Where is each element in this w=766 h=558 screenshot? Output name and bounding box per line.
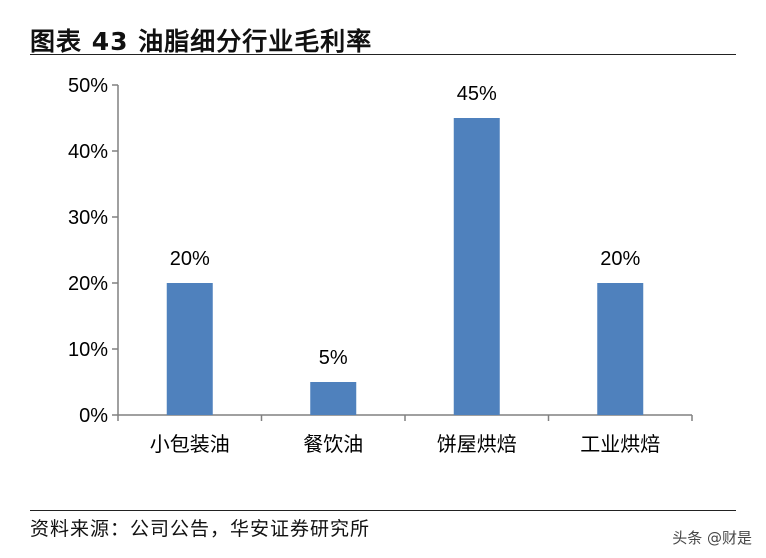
page-title: 图表 43 油脂细分行业毛利率 — [30, 27, 373, 56]
x-tick-label: 餐饮油 — [303, 432, 363, 456]
bar — [310, 382, 357, 415]
x-tick-label: 工业烘焙 — [580, 432, 660, 456]
y-tick-label: 20% — [68, 273, 108, 295]
source-note: 资料来源：公司公告，华安证券研究所 — [30, 518, 371, 540]
y-tick-label: 50% — [68, 75, 108, 97]
x-tick-label: 饼屋烘焙 — [437, 432, 517, 456]
bars — [166, 118, 644, 415]
y-tick-label: 40% — [68, 141, 108, 163]
y-tick-label: 10% — [68, 339, 108, 361]
bar-chart: 0% 10% 20% 30% 40% 50% 小包装油 餐饮油 饼屋烘焙 工业烘焙 20% 5% 4… — [68, 75, 693, 456]
data-labels: 20% 5% 45% 20% — [170, 83, 641, 369]
bar — [597, 283, 644, 415]
data-label: 5% — [319, 347, 348, 369]
footer-divider — [30, 510, 736, 511]
x-axis: 小包装油 餐饮油 饼屋烘焙 工业烘焙 — [117, 414, 693, 456]
y-tick-label: 30% — [68, 207, 108, 229]
data-label: 45% — [457, 83, 497, 105]
x-tick-label: 小包装油 — [150, 432, 230, 456]
data-label: 20% — [170, 248, 210, 270]
data-label: 20% — [600, 248, 640, 270]
y-axis: 0% 10% 20% 30% 40% 50% — [68, 75, 119, 427]
bar — [453, 118, 500, 415]
y-tick-label: 0% — [79, 405, 108, 427]
watermark: 头条 @财是 — [672, 529, 752, 547]
title-divider — [30, 54, 736, 55]
bar — [166, 283, 213, 415]
